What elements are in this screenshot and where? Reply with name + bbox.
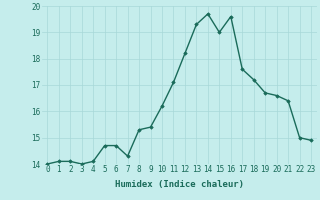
X-axis label: Humidex (Indice chaleur): Humidex (Indice chaleur) <box>115 180 244 189</box>
